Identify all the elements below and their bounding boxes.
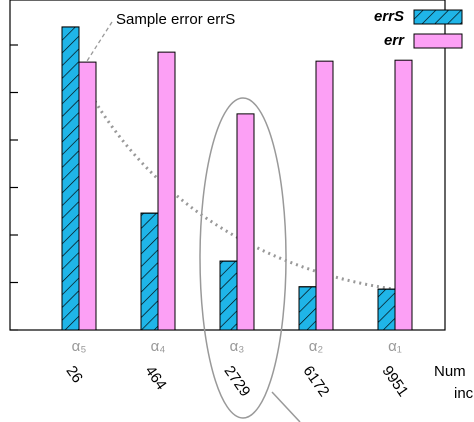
x-tick-label: α₁ bbox=[388, 338, 402, 355]
annotation: Sample error errS bbox=[116, 11, 235, 28]
x-axis-label: inc bbox=[454, 385, 474, 402]
x-axis-label: Num bbox=[434, 363, 466, 380]
highlight-pointer bbox=[271, 391, 301, 422]
x-tick-label: α₂ bbox=[309, 338, 324, 355]
highlight-ellipse bbox=[199, 97, 287, 419]
bar bbox=[315, 60, 334, 331]
legend-swatch-hatch bbox=[413, 9, 463, 25]
x-tick-label: α₅ bbox=[72, 338, 87, 355]
sample-size-label: 6172 bbox=[299, 363, 332, 400]
bar bbox=[298, 286, 317, 331]
bar bbox=[236, 113, 255, 331]
x-tick-label: α₃ bbox=[230, 338, 245, 355]
bar bbox=[78, 61, 97, 331]
bar bbox=[219, 260, 238, 331]
sample-size-label: 26 bbox=[62, 363, 85, 386]
sample-size-label: 464 bbox=[141, 363, 169, 393]
legend-label: errS bbox=[374, 8, 404, 25]
bar bbox=[377, 288, 396, 331]
bar bbox=[61, 26, 80, 331]
legend-label: err bbox=[384, 32, 405, 49]
trend-curve bbox=[78, 74, 401, 292]
sample-size-label: 2729 bbox=[220, 363, 253, 400]
sample-size-label: 9951 bbox=[378, 363, 411, 400]
bar bbox=[394, 59, 413, 331]
x-tick-label: α₄ bbox=[151, 338, 166, 355]
legend-swatch bbox=[413, 33, 463, 49]
bar bbox=[140, 212, 159, 331]
bar bbox=[157, 51, 176, 331]
